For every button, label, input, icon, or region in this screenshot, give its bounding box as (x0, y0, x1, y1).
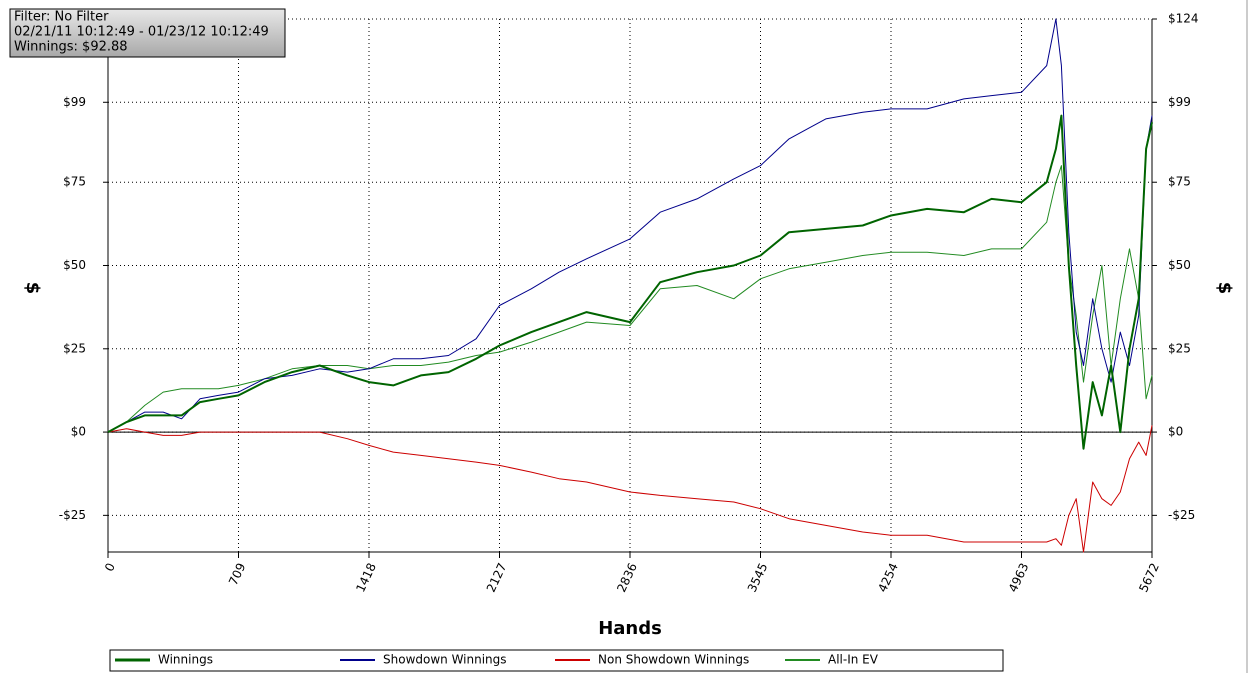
info-text: Filter: No Filter (14, 10, 109, 25)
y-axis-title: $ (22, 282, 43, 295)
y2-tick-label: $124 (1168, 12, 1199, 26)
series-line (107, 165, 1153, 433)
y2-tick-label: $50 (1168, 258, 1191, 272)
y2-tick-label: $25 (1168, 341, 1191, 355)
series-line (107, 425, 1153, 553)
y-tick-label: $0 (71, 425, 86, 439)
y2-tick-label: $0 (1168, 425, 1183, 439)
x-tick-label: 3545 (745, 561, 771, 595)
series-line (107, 18, 1153, 433)
x-axis-title: Hands (598, 618, 662, 639)
y2-tick-label: $75 (1168, 175, 1191, 189)
y-tick-label: $25 (63, 341, 86, 355)
x-tick-label: 5672 (1136, 561, 1162, 595)
y2-tick-label: $99 (1168, 95, 1191, 109)
x-tick-label: 4254 (875, 561, 901, 595)
info-box-bg (9, 8, 286, 58)
legend-label: Non Showdown Winnings (598, 653, 749, 667)
x-tick-label: 1418 (353, 561, 379, 595)
legend: Winnings Showdown Winnings Non Showdown Wi… (109, 649, 1004, 672)
y2-axis-title: $ (1214, 282, 1235, 295)
x-tick-label: 0 (102, 561, 118, 574)
info-text: 02/21/11 10:12:49 - 01/23/12 10:12:49 (14, 25, 269, 40)
legend-label: All-In EV (828, 653, 879, 667)
x-tick-label: 2127 (484, 561, 510, 595)
x-tick-label: 4963 (1006, 561, 1032, 595)
y2-tick-label: -$25 (1168, 508, 1195, 522)
legend-label: Winnings (158, 653, 213, 667)
x-tick-label: 2836 (614, 561, 640, 595)
legend-label: Showdown Winnings (383, 653, 507, 667)
y-tick-label: $50 (63, 258, 86, 272)
y-tick-label: $75 (63, 175, 86, 189)
x-tick-label: 709 (226, 561, 248, 588)
series-line (107, 114, 1153, 450)
y-tick-label: -$25 (59, 508, 86, 522)
y-tick-label: $99 (63, 95, 86, 109)
info-text: Winnings: $92.88 (14, 40, 128, 55)
